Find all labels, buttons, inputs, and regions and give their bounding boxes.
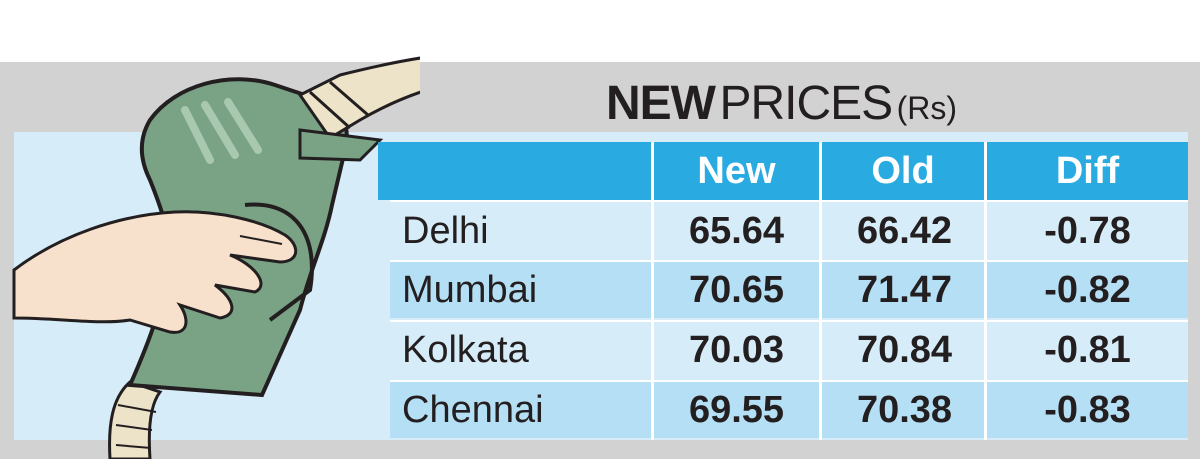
price-old: 70.38 — [856, 388, 953, 431]
price-diff: -0.82 — [1044, 268, 1131, 311]
row-divider — [390, 380, 1188, 382]
title-unit: (Rs) — [896, 90, 958, 126]
price-diff: -0.83 — [1044, 388, 1131, 431]
price-new: 70.65 — [688, 268, 785, 311]
price-new: 69.55 — [688, 388, 785, 431]
column-header-new: New — [654, 142, 819, 200]
title-light-part: PRICES — [719, 77, 893, 130]
price-diff: -0.78 — [1044, 209, 1131, 252]
city-name: Delhi — [402, 209, 489, 252]
price-new: 70.03 — [688, 328, 785, 371]
fuel-nozzle-with-hand-icon — [12, 56, 420, 459]
row-divider — [390, 260, 1188, 262]
price-new: 65.64 — [688, 209, 785, 252]
city-name: Chennai — [402, 388, 544, 431]
row-divider — [390, 200, 1188, 202]
title-bold-part: NEW — [606, 77, 716, 130]
header-blank-cell — [378, 142, 651, 200]
price-diff: -0.81 — [1044, 328, 1131, 371]
city-name: Mumbai — [402, 268, 538, 311]
table-row: Delhi 65.64 66.42 -0.78 — [390, 203, 1188, 259]
column-divider — [984, 142, 987, 440]
price-old: 70.84 — [856, 328, 953, 371]
row-divider — [390, 320, 1188, 322]
infographic-title: NEW PRICES (Rs) — [606, 76, 957, 132]
column-divider — [651, 142, 654, 440]
table-row: Chennai 69.55 70.38 -0.83 — [390, 382, 1188, 438]
price-old: 66.42 — [856, 209, 953, 252]
column-divider — [819, 142, 822, 440]
table-row: Kolkata 70.03 70.84 -0.81 — [390, 322, 1188, 378]
column-header-diff: Diff — [987, 142, 1188, 200]
city-name: Kolkata — [402, 328, 529, 371]
column-header-old: Old — [822, 142, 984, 200]
table-row: Mumbai 70.65 71.47 -0.82 — [390, 262, 1188, 318]
price-old: 71.47 — [856, 268, 953, 311]
